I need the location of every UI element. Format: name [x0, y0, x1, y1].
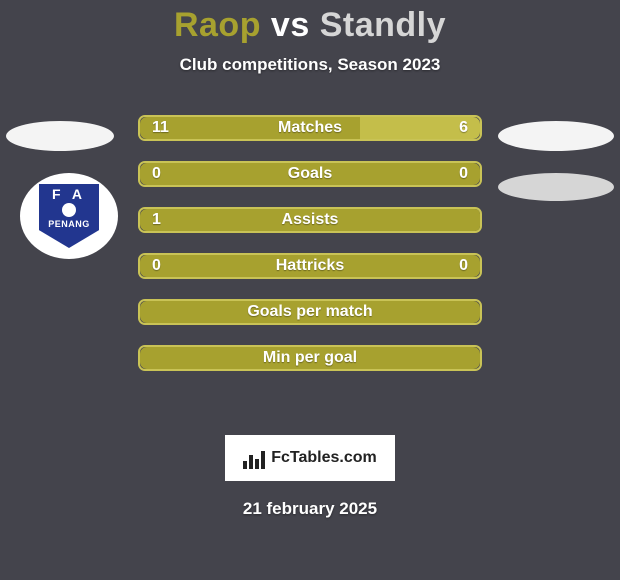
page-title: Raop vs Standly [0, 6, 620, 45]
stat-label: Min per goal [140, 347, 480, 369]
team-badge-left: F A PENANG [20, 173, 118, 259]
stat-label: Goals per match [140, 301, 480, 323]
title-vs: vs [271, 6, 310, 44]
fctables-watermark: FcTables.com [225, 435, 395, 481]
stat-label: Assists [140, 209, 480, 231]
shield-icon: F A PENANG [39, 184, 99, 248]
subtitle: Club competitions, Season 2023 [0, 55, 620, 75]
team-ellipse-right-top [498, 121, 614, 151]
fctables-text: FcTables.com [271, 449, 377, 467]
badge-top-text: F A [52, 187, 86, 201]
title-player2: Standly [320, 6, 446, 44]
soccer-ball-icon [62, 203, 76, 217]
stat-row-matches: 116Matches [138, 115, 482, 141]
stat-bars: 116Matches 00Goals 1Assists 00Hattricks Goal… [138, 115, 482, 391]
comparison-card: Raop vs Standly Club competitions, Seaso… [0, 0, 620, 519]
stat-row-gpm: Goals per match [138, 299, 482, 325]
stat-row-assists: 1Assists [138, 207, 482, 233]
date-text: 21 february 2025 [0, 499, 620, 519]
stats-stage: F A PENANG 116Matches 00Goals 1Assists 00Ha… [0, 115, 620, 425]
team-ellipse-left [6, 121, 114, 151]
stat-label: Goals [140, 163, 480, 185]
stat-label: Hattricks [140, 255, 480, 277]
team-ellipse-right-mid [498, 173, 614, 201]
title-player1: Raop [174, 6, 261, 44]
stat-row-hattricks: 00Hattricks [138, 253, 482, 279]
stat-row-mpg: Min per goal [138, 345, 482, 371]
stat-row-goals: 00Goals [138, 161, 482, 187]
fctables-logo-icon [243, 447, 265, 469]
stat-label: Matches [140, 117, 480, 139]
badge-bottom-text: PENANG [48, 219, 90, 229]
